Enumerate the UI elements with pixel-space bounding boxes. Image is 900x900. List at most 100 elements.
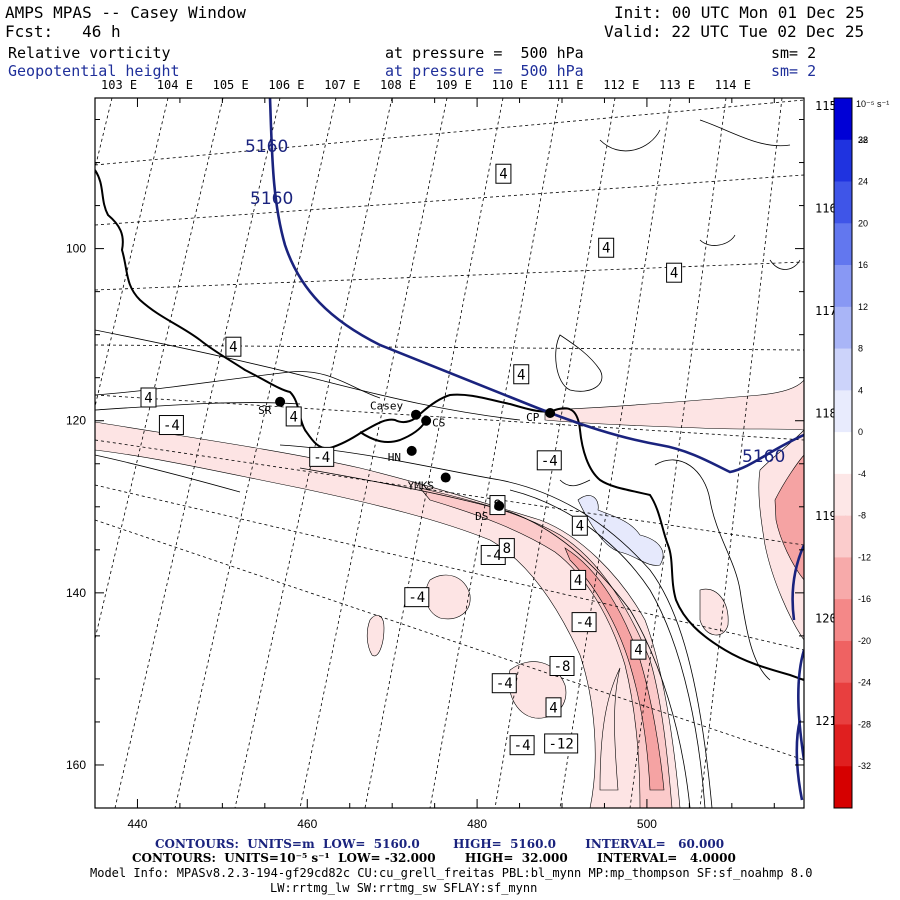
- colorbar-segment: [834, 557, 852, 600]
- vorticity-label: 4: [285, 406, 302, 427]
- colorbar-segment: [834, 306, 852, 349]
- vorticity-label: 4: [495, 163, 512, 184]
- height-contour-5160: [268, 98, 804, 474]
- top-longitude-label: 104 E: [157, 78, 193, 92]
- top-longitude-label: 103 E: [101, 78, 137, 92]
- y-axis-tick-label: 100: [66, 242, 86, 256]
- x-axis-tick-label: 460: [297, 817, 317, 831]
- vorticity-label-box: [536, 450, 562, 471]
- field-1-level: at pressure = 500 hPa: [385, 44, 584, 62]
- vorticity-label-box: [598, 237, 615, 258]
- top-longitude-labels: 103 E 104 E 105 E 106 E 107 E 108 E 109 E 110 E…: [101, 78, 751, 92]
- vorticity-label-box: [225, 336, 242, 357]
- colorbar-tick-label: -8: [858, 511, 866, 521]
- colorbar-segment: [834, 766, 852, 809]
- vorticity-label-text: -8: [554, 659, 571, 675]
- top-longitude-label: 107 E: [324, 78, 360, 92]
- vorticity-label-box: [549, 656, 575, 676]
- vorticity-label-text: -4: [496, 676, 513, 692]
- vorticity-label-box: [544, 733, 579, 754]
- vorticity-label-text: 4: [517, 367, 525, 383]
- top-longitude-label: 109 E: [436, 78, 472, 92]
- field-2-name: Geopotential height: [8, 62, 180, 80]
- top-longitude-label: 106 E: [268, 78, 304, 92]
- colorbar-tick-label: -16: [858, 594, 871, 604]
- vorticity-label-box: [158, 415, 184, 436]
- height-label: 5160: [742, 447, 785, 467]
- top-longitude-label: 105 E: [213, 78, 249, 92]
- height-contour-info: CONTOURS: UNITS=m LOW= 5160.0 HIGH= 5160…: [155, 837, 725, 851]
- vorticity-label-text: -4: [514, 738, 531, 754]
- colorbar-tick-label: 0: [858, 427, 863, 437]
- vorticity-label: -4: [536, 450, 562, 471]
- top-longitude-label: 110 E: [492, 78, 528, 92]
- vorticity-label-box: [630, 639, 647, 660]
- init-time: Init: 00 UTC Mon 01 Dec 25: [614, 3, 865, 22]
- station-dot: [275, 396, 286, 407]
- x-axis-tick-label: 440: [127, 817, 147, 831]
- vorticity-contour-info: CONTOURS: UNITS=10⁻⁵ s⁻¹ LOW= -32.000 HI…: [132, 851, 736, 865]
- colorbar-tick-label: 16: [858, 260, 868, 270]
- product-title: AMPS MPAS -- Casey Window: [5, 3, 246, 22]
- colorbar-segment: [834, 640, 852, 684]
- vorticity-label: 4: [571, 515, 588, 536]
- colorbar-segment: [834, 181, 852, 224]
- colorbar-tick-label: -12: [858, 552, 871, 562]
- colorbar-tick-label: 28: [858, 135, 868, 145]
- top-longitude-label: 114 E: [715, 78, 751, 92]
- vorticity-label-box: [309, 446, 335, 467]
- vorticity-label-box: [404, 587, 430, 608]
- vorticity-label-text: -12: [549, 736, 574, 752]
- vorticity-label: 4: [545, 697, 562, 718]
- vorticity-label-text: -4: [408, 590, 425, 606]
- vorticity-label: -12: [544, 733, 579, 754]
- model-info-physics: LW:rrtmg_lw SW:rrtmg_sw SFLAY:sf_mynn: [270, 881, 538, 895]
- colorbar-frame: [833, 97, 853, 809]
- vorticity-label-text: 4: [634, 643, 642, 659]
- vorticity-label-box: [545, 697, 562, 718]
- vorticity-label-text: -4: [541, 453, 558, 469]
- map-content: 5160 5160 5160 44444-44-44-48-4844-4-44-…: [95, 98, 804, 808]
- vorticity-label-text: 8: [503, 541, 511, 557]
- colorbar-tick-label: 4: [858, 385, 863, 395]
- station-label: CP: [526, 411, 540, 424]
- positive-vorticity-shading: [577, 495, 664, 566]
- height-label: 5160: [245, 137, 288, 157]
- vorticity-label: 4: [598, 237, 615, 258]
- station-dot: [406, 445, 417, 456]
- vorticity-label: -4: [158, 415, 184, 436]
- vorticity-label-box: [513, 364, 530, 385]
- vorticity-label-box: [570, 569, 587, 590]
- vorticity-label-box: [495, 163, 512, 184]
- colorbar-segment: [834, 473, 852, 516]
- forecast-hour: Fcst: 46 h: [5, 22, 121, 41]
- vorticity-label-box: [285, 406, 302, 427]
- vorticity-label-box: [509, 735, 535, 756]
- vorticity-label-box: [571, 515, 588, 536]
- vorticity-label-box: [491, 673, 517, 694]
- vorticity-label: 4: [630, 639, 647, 660]
- top-longitude-label: 113 E: [659, 78, 695, 92]
- station-label: SR: [258, 404, 272, 417]
- field-1-smoothing: sm= 2: [771, 44, 817, 62]
- vorticity-label-text: -4: [576, 615, 593, 631]
- vorticity-contours: [95, 119, 801, 808]
- colorbar-tick-label: -24: [858, 678, 871, 688]
- vorticity-label: -4: [571, 612, 597, 633]
- colorbar-tick-label: 8: [858, 344, 863, 354]
- field-1-name: Relative vorticity: [8, 44, 171, 62]
- station-dot: [440, 472, 451, 483]
- station-markers: SR Casey CS CP HN YMKS DS: [258, 396, 556, 523]
- colorbar-tick-label: 12: [858, 302, 868, 312]
- vorticity-label: 4: [666, 262, 683, 283]
- vorticity-label-text: 4: [602, 241, 610, 257]
- vorticity-label: 4: [140, 387, 157, 408]
- model-info: Model Info: MPASv8.2.3-194-gf29cd82c CU:…: [90, 866, 813, 880]
- colorbar-segment: [834, 515, 852, 558]
- colorbar-segment: [834, 265, 852, 308]
- axis-labels: 440 460 480 500 100 120 140 160: [66, 242, 657, 831]
- station-label: CS: [432, 417, 445, 430]
- colorbar-tick-label: 32: [858, 135, 868, 145]
